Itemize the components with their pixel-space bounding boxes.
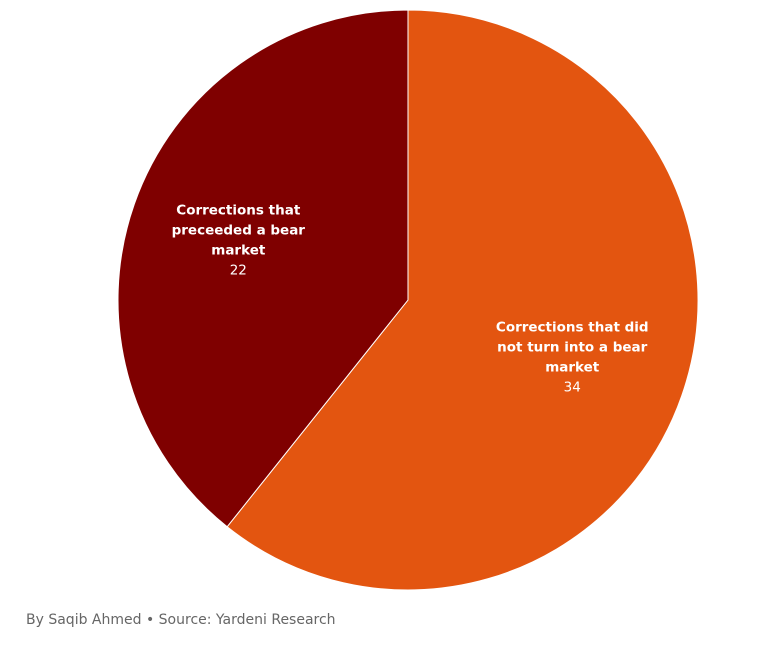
pie-svg: Corrections that did not turn into a bear… — [117, 9, 699, 591]
slice-1-label-line: market — [545, 359, 600, 375]
slice-2-value-label: 22 — [230, 263, 247, 279]
slice-2-label-line: preceeded a bear — [172, 223, 306, 239]
slice-1-label-line: Corrections that did — [496, 319, 649, 335]
slice-1-label-line: not turn into a bear — [497, 339, 647, 355]
pie-slice-1 — [226, 9, 699, 591]
pie-slice-2 — [117, 9, 409, 528]
slice-label-2: Corrections that preceeded a bear market 22 — [172, 203, 306, 279]
slice-2-label-line: market — [211, 243, 266, 259]
source-credit: By Saqib Ahmed • Source: Yardeni Researc… — [26, 612, 336, 628]
slice-1-value-label: 34 — [564, 379, 581, 395]
slice-label-1: Corrections that did not turn into a bear… — [496, 319, 649, 395]
slice-2-label-line: Corrections that — [176, 203, 301, 219]
